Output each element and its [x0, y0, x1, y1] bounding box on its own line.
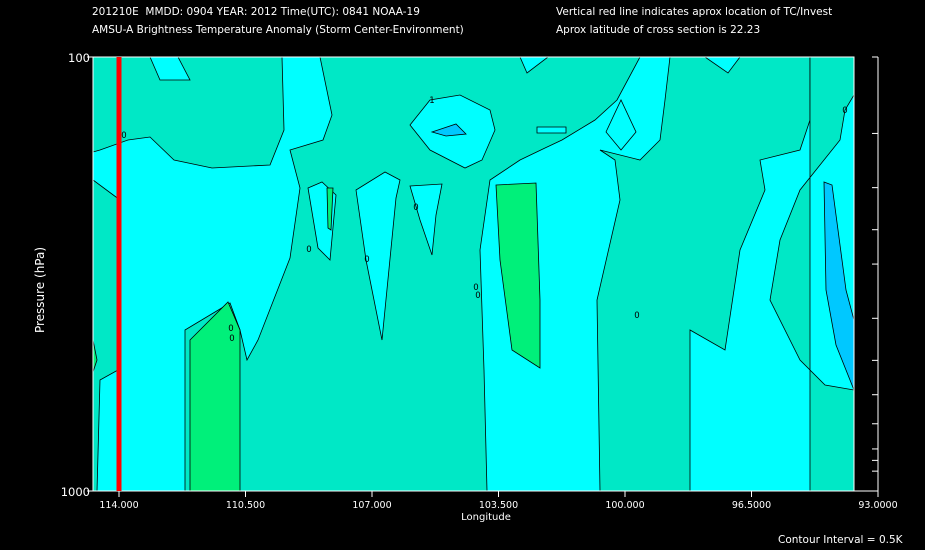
warm-region-edge [93, 339, 98, 373]
contour-label: 0 [229, 334, 234, 344]
x-axis-label: Longitude [461, 512, 511, 523]
contour-label: 0 [228, 324, 233, 334]
x-tick-label: 114.000 [99, 500, 138, 511]
negative-region-right [823, 181, 854, 391]
contour-label: 0 [413, 203, 418, 213]
negative-region-island [430, 123, 467, 137]
contour-fields [93, 57, 854, 491]
zero-region-center-right [596, 57, 811, 491]
cyan-island-c [409, 183, 443, 256]
warm-region-thin [326, 187, 334, 231]
contour-label: 0 [121, 131, 126, 141]
contour-interval-label: Contour Interval = 0.5K [778, 534, 903, 546]
contour-label: 0 [842, 106, 847, 116]
zero-region-center-left [184, 57, 641, 491]
header-line2-right: Aprox latitude of cross section is 22.23 [556, 24, 761, 36]
contour-label: 0 [364, 255, 369, 265]
contour-label: 0 [306, 245, 311, 255]
contour-label: 0 [634, 311, 639, 321]
zero-region-right-edge [769, 57, 854, 491]
x-tick-label: 93.0000 [858, 500, 897, 511]
cyan-island-f [605, 99, 637, 151]
header-line2-left: AMSU-A Brightness Temperature Anomaly (S… [92, 24, 464, 36]
cyan-island-e [536, 126, 567, 134]
x-tick-label: 100.000 [605, 500, 644, 511]
contour-label: 1 [429, 96, 434, 106]
contour-label: 0 [475, 291, 480, 301]
header-line1-right: Vertical red line indicates aprox locati… [556, 6, 833, 18]
y-tick-label: 1000 [61, 485, 90, 499]
right-axis-ticks [872, 56, 878, 492]
y-tick-label: 100 [68, 51, 90, 65]
y-axis-ticks: 100 1000 [61, 51, 93, 499]
cyan-island-b [355, 171, 401, 341]
x-tick-label: 103.500 [479, 500, 518, 511]
y-axis-label: Pressure (hPa) [33, 247, 47, 333]
zero-region-left-column [93, 57, 285, 169]
contour-label: 0 [473, 283, 478, 293]
x-tick-label: 110.500 [226, 500, 265, 511]
x-tick-label: 107.000 [352, 500, 391, 511]
plot-frame [92, 56, 855, 492]
x-axis-ticks: 114.000 110.500 107.000 103.500 100.000 96.50… [99, 491, 898, 511]
warm-region-mid [495, 182, 541, 369]
x-tick-label: 96.5000 [732, 500, 771, 511]
warm-region-left [189, 301, 241, 491]
header-line1-left: 201210E MMDD: 0904 YEAR: 2012 Time(UTC):… [92, 6, 420, 18]
